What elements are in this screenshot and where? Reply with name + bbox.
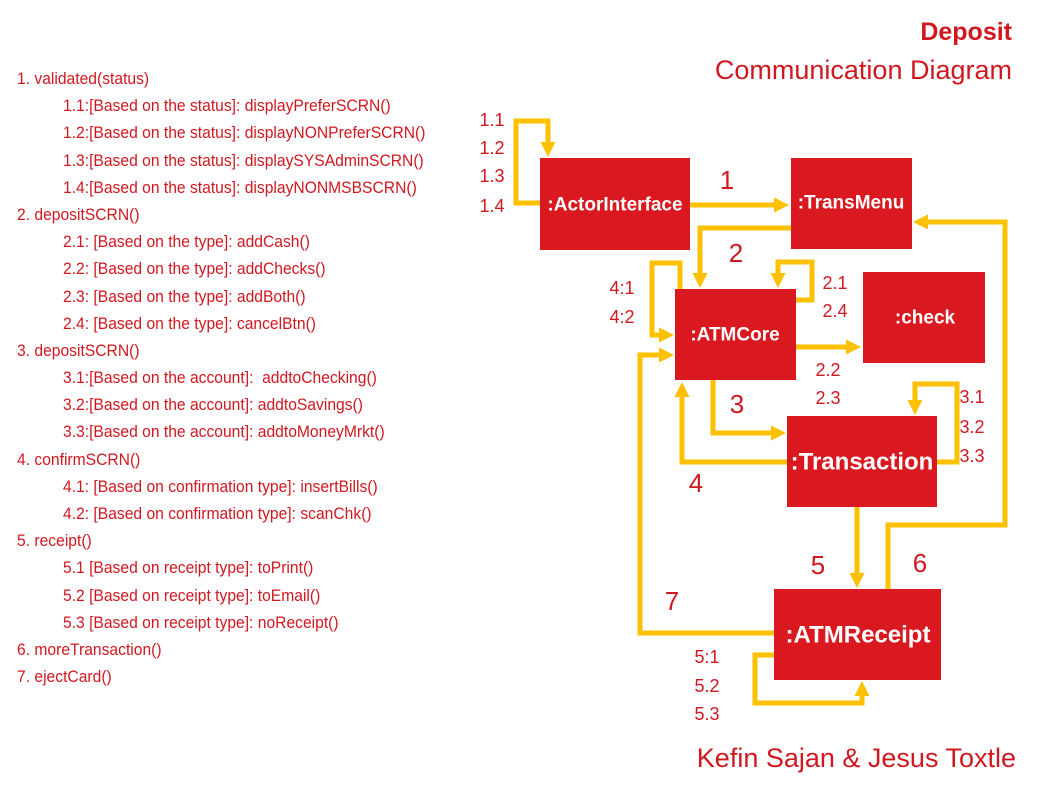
label-4: 4 <box>689 468 703 498</box>
object-transaction-box <box>787 416 937 507</box>
object-actor-interface-label: :ActorInterface <box>547 195 682 216</box>
label-3-1: 3.1 <box>959 387 984 407</box>
message-4-2: 4.2: [Based on confirmation type]: scanC… <box>63 504 372 523</box>
label-3-3: 3.3 <box>959 446 984 466</box>
message-1-1: 1.1:[Based on the status]: displayPrefer… <box>63 96 391 116</box>
message-5: 5. receipt() <box>17 531 92 551</box>
arrow-atm-receipt-to-atm-core <box>637 347 774 636</box>
message-5-2: 5.2 [Based on receipt type]: toEmail() <box>63 585 321 605</box>
object-atm-receipt-label: :ATMReceipt <box>786 622 931 649</box>
arrow-atm-core-to-transaction <box>710 380 786 441</box>
arrow-atm-receipt-self <box>752 652 870 706</box>
message-1: 1. validated(status) <box>17 69 150 88</box>
object-atm-core-label: :ATMCore <box>690 325 779 346</box>
message-2-3: 2.3: [Based on the type]: addBoth() <box>63 286 306 306</box>
label-5: 5 <box>811 550 825 580</box>
arrow-trans-menu-to-atm-core <box>692 225 791 288</box>
object-check-label: :check <box>895 308 956 329</box>
message-3: 3. depositSCRN() <box>17 340 140 360</box>
object-transaction: :Transaction <box>787 416 937 507</box>
message-2-1: 2.1: [Based on the type]: addCash() <box>63 232 310 252</box>
message-3-2: 3.2:[Based on the account]: addtoSavings… <box>63 395 363 415</box>
message-4: 4. confirmSCRN() <box>17 449 141 469</box>
arrow-transaction-self <box>907 381 960 465</box>
message-2: 2. depositSCRN() <box>17 204 140 224</box>
message-2-2: 2.2: [Based on the type]: addChecks() <box>63 259 326 279</box>
message-3-1: 3.1:[Based on the account]: addtoCheckin… <box>63 368 377 388</box>
arrow-actor-interface-self <box>513 118 556 206</box>
object-atm-receipt: :ATMReceipt <box>774 589 941 680</box>
label-2-3: 2.3 <box>815 388 840 408</box>
object-atm-core-box <box>675 289 796 380</box>
label-7: 7 <box>665 586 679 616</box>
object-check: :check <box>863 272 985 363</box>
message-2-4: 2.4: [Based on the type]: cancelBtn() <box>63 313 316 333</box>
label-5-1: 5:1 <box>694 647 719 667</box>
object-actor-interface: :ActorInterface <box>540 158 690 250</box>
label-1-3: 1.3 <box>479 166 504 186</box>
label-1-2: 1.2 <box>479 138 504 158</box>
message-1-2: 1.2:[Based on the status]: displayNONPre… <box>63 123 426 143</box>
label-3: 3 <box>730 389 744 419</box>
label-4-2: 4:2 <box>609 307 634 327</box>
object-atm-receipt-box <box>774 589 941 680</box>
label-1-4: 1.4 <box>479 196 504 216</box>
label-1: 1 <box>720 165 734 195</box>
authors-credit: Kefin Sajan & Jesus Toxtle <box>697 743 1016 773</box>
object-trans-menu: :TransMenu <box>791 158 912 249</box>
message-6: 6. moreTransaction() <box>17 639 162 659</box>
message-1-3: 1.3:[Based on the status]: displaySYSAdm… <box>63 150 424 170</box>
label-2: 2 <box>729 238 743 268</box>
message-3-3: 3.3:[Based on the account]: addtoMoneyMr… <box>63 422 385 442</box>
label-2-1: 2.1 <box>822 273 847 293</box>
label-1-1: 1.1 <box>479 110 504 130</box>
label-5-2: 5.2 <box>694 676 719 696</box>
message-5-1: 5.1 [Based on receipt type]: toPrint() <box>63 558 314 578</box>
label-2-2: 2.2 <box>815 360 840 380</box>
object-trans-menu-box <box>791 158 912 249</box>
arrow-transaction-to-atm-core <box>674 382 787 465</box>
diagram-title: Deposit <box>920 18 1012 46</box>
arrow-atm-core-self-right <box>770 259 815 303</box>
object-atm-core: :ATMCore <box>675 289 796 380</box>
label-5-3: 5.3 <box>694 704 719 724</box>
arrow-atm-receipt-to-trans-menu <box>885 214 1008 589</box>
label-3-2: 3.2 <box>959 417 984 437</box>
diagram-subtitle: Communication Diagram <box>715 55 1012 85</box>
object-trans-menu-label: :TransMenu <box>798 193 905 214</box>
arrow-atm-core-self-left <box>649 260 683 343</box>
label-2-4: 2.4 <box>822 301 847 321</box>
label-4-1: 4:1 <box>609 278 634 298</box>
object-actor-interface-box <box>540 158 690 250</box>
message-1-4: 1.4:[Based on the status]: displayNONMSB… <box>63 177 417 197</box>
object-transaction-label: :Transaction <box>791 449 934 476</box>
label-6: 6 <box>913 548 927 578</box>
message-4-1: 4.1: [Based on confirmation type]: inser… <box>63 476 378 496</box>
message-5-3: 5.3 [Based on receipt type]: noReceipt() <box>63 612 339 632</box>
message-list: 1. validated(status) 1.1:[Based on the s… <box>17 65 425 690</box>
object-check-box <box>863 272 985 363</box>
message-7: 7. ejectCard() <box>17 667 112 687</box>
